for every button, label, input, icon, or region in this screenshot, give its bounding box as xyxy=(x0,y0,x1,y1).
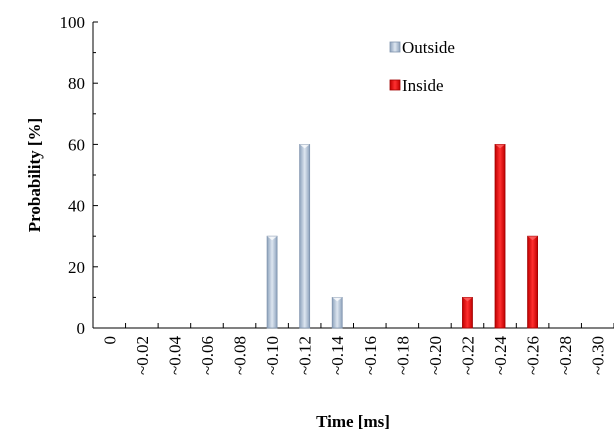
bar-cap-outside-6 xyxy=(299,144,310,149)
x-tick-label: ~0.28 xyxy=(556,336,575,375)
x-tick-label: ~0.26 xyxy=(524,336,543,375)
y-tick-label: 40 xyxy=(68,197,85,216)
bars xyxy=(266,143,538,329)
x-axis-ticks: 0 ~0.02 ~0.04 ~0.06 ~0.08 ~0.10 ~0.12 ~0.14 ~0.1… xyxy=(92,323,614,375)
legend-swatch-outside xyxy=(389,41,401,53)
x-tick-label: ~0.02 xyxy=(133,336,152,375)
y-axis-title: Probability [%] xyxy=(25,118,44,232)
bar-inside-12 xyxy=(494,143,506,329)
bar-cap-inside-12 xyxy=(495,144,506,149)
bar-outside-7 xyxy=(331,296,343,329)
legend: Outside Inside xyxy=(389,38,455,95)
bar-outside-6 xyxy=(299,143,311,329)
bar-inside-13 xyxy=(527,235,538,329)
x-tick-label: ~0.08 xyxy=(231,336,250,375)
bar-outside-5 xyxy=(266,235,278,329)
x-tick-label: ~0.24 xyxy=(491,336,510,375)
x-tick-label: ~0.16 xyxy=(361,336,380,375)
x-tick-label: 0 xyxy=(100,336,119,345)
bar-cap-inside-11 xyxy=(462,297,473,302)
bar-inside-11 xyxy=(462,296,473,329)
x-tick-label: ~0.14 xyxy=(328,336,347,375)
y-tick-label: 80 xyxy=(68,74,85,93)
x-tick-label: ~0.04 xyxy=(165,336,184,375)
x-tick-label: ~0.22 xyxy=(458,336,477,375)
y-tick-label: 20 xyxy=(68,258,85,277)
x-tick-label: ~0.20 xyxy=(426,336,445,375)
x-tick-label: ~0.12 xyxy=(296,336,315,375)
y-axis-ticks: 0 20 40 60 80 100 xyxy=(60,13,98,338)
x-tick-label: ~0.30 xyxy=(589,336,608,375)
bar-cap-outside-7 xyxy=(332,297,343,302)
y-tick-label: 0 xyxy=(77,319,86,338)
x-axis-title: Time [ms] xyxy=(316,412,390,431)
bar-cap-inside-13 xyxy=(527,236,538,241)
y-tick-label: 100 xyxy=(60,13,86,32)
legend-label-outside: Outside xyxy=(402,38,455,57)
bar-cap-outside-5 xyxy=(267,236,278,241)
legend-label-inside: Inside xyxy=(402,76,444,95)
x-tick-label: ~0.06 xyxy=(198,336,217,375)
legend-swatch-inside xyxy=(389,79,401,91)
y-tick-label: 60 xyxy=(68,135,85,154)
x-tick-label: ~0.18 xyxy=(393,336,412,375)
x-tick-label: ~0.10 xyxy=(263,336,282,375)
